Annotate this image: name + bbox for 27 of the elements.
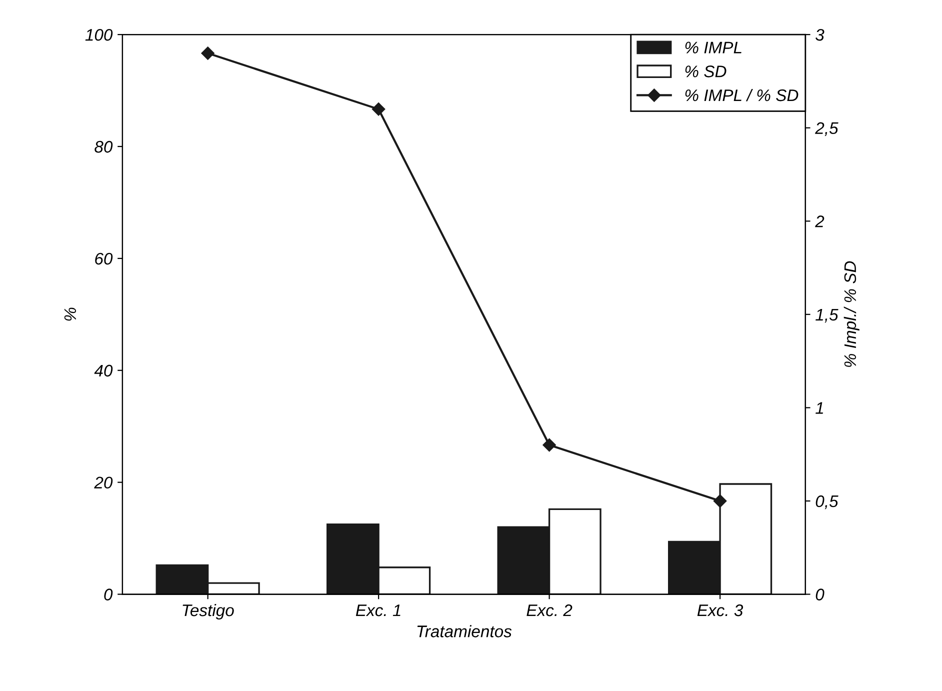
- legend-label: % IMPL / % SD: [685, 88, 798, 102]
- y2-tick-label: 2,5: [815, 122, 838, 136]
- point: [713, 494, 727, 508]
- y2-tick-label: 1,5: [816, 308, 838, 323]
- point: [542, 438, 556, 452]
- x-tick-label: Testigo: [182, 604, 234, 620]
- y-tick-label: 40: [94, 364, 113, 377]
- x-tick-label: Exc. 3: [697, 604, 744, 616]
- x-tick-label: Exc. 2: [526, 604, 572, 616]
- y2-tick-label: 0,5: [816, 495, 838, 510]
- x-axis-title: Tratamientos: [417, 625, 512, 638]
- y2-tick-label: 2: [815, 216, 824, 228]
- y-tick-label: 0: [104, 588, 113, 600]
- y2-tick-label: 1: [816, 402, 823, 414]
- legend-label: % IMPL: [685, 42, 742, 54]
- y2-axis-title: % Impl./ % SD: [844, 261, 860, 367]
- y-tick-label: 20: [94, 476, 113, 489]
- y-tick-label: 60: [95, 252, 113, 265]
- y-tick-label: 100: [85, 28, 113, 41]
- y2-tick-label: 3: [816, 28, 824, 41]
- y2-tick-label: 0: [816, 588, 824, 600]
- point: [372, 102, 386, 116]
- y-axis-title: %: [64, 308, 76, 321]
- legend-label: % SD: [685, 66, 726, 78]
- point: [201, 46, 214, 60]
- x-tick-label: Exc. 1: [356, 604, 400, 616]
- y-tick-label: 80: [94, 140, 113, 153]
